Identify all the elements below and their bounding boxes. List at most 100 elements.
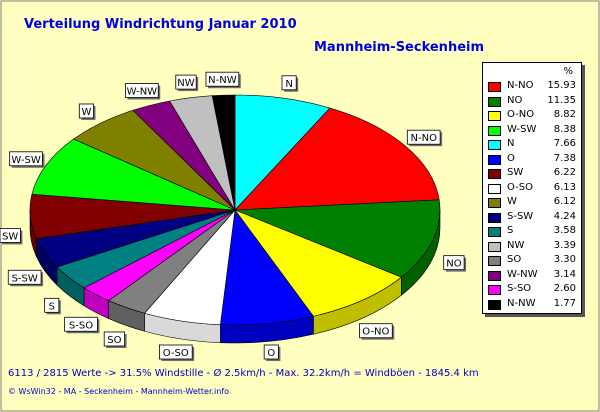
legend-item-w-nw: W-NW 3.14 (488, 269, 578, 283)
legend-label: SO (507, 254, 522, 265)
slice-label-s-so: S-SO (64, 316, 100, 334)
legend-swatch (488, 82, 501, 92)
slice-label-s: S (44, 297, 61, 315)
legend-value: 7.38 (553, 152, 576, 164)
legend-swatch (488, 241, 501, 252)
legend-item-n: N 7.66 (488, 138, 578, 152)
legend-value: 6.13 (553, 181, 576, 193)
slice-label-o-no: O-NO (359, 323, 395, 340)
pie-slice-o-no (234, 209, 402, 317)
slice-label-text: N-NO (411, 133, 438, 144)
legend-label: W (507, 196, 517, 207)
pie-slice-no (234, 199, 441, 278)
legend-swatch (488, 183, 501, 194)
legend-value: 3.14 (553, 268, 576, 280)
slice-label-o-so: O-SO (158, 344, 195, 361)
slice-label-text: O-SO (163, 348, 189, 359)
legend-label: N-NW (507, 297, 536, 309)
legend-item-s: S 3.58 (488, 225, 578, 239)
legend-swatch (488, 285, 501, 295)
legend-item-n-no: N-NO 15.93 (488, 80, 578, 94)
legend-swatch (488, 212, 501, 223)
legend-item-o: O 7.38 (488, 153, 578, 167)
legend-swatch (488, 227, 501, 237)
legend-value: 4.24 (553, 210, 576, 222)
legend-swatch (488, 256, 501, 266)
slice-label-text: N-NW (208, 75, 237, 86)
pie-slice-n-no (234, 107, 440, 211)
legend-value: 15.93 (547, 80, 576, 91)
slice-label-text: S (49, 301, 55, 312)
pie-slice-n (234, 94, 331, 211)
legend-item-s-sw: S-SW 4.24 (488, 211, 578, 225)
legend-swatch (488, 111, 501, 121)
legend-item-nw: NW 3.39 (488, 240, 578, 254)
legend-value: 8.82 (553, 109, 576, 120)
legend-label: NO (507, 94, 523, 106)
legend-value: 6.22 (553, 167, 576, 178)
legend-label: W-SW (507, 123, 537, 135)
slice-label-text: W-NW (127, 87, 158, 98)
legend-label: W-NW (507, 268, 538, 280)
legend-label: O-SO (507, 181, 533, 193)
slice-label-text: NO (446, 259, 461, 270)
legend-item-sw: SW 6.22 (488, 167, 578, 181)
legend-item-w-sw: W-SW 8.38 (488, 124, 578, 138)
legend-label: N (507, 138, 515, 149)
legend-label: O (507, 152, 515, 164)
legend-value: 3.39 (553, 239, 576, 251)
slice-label-text: W (81, 107, 91, 118)
slice-label-nw: NW (175, 74, 199, 92)
legend-swatch (488, 125, 501, 136)
slice-label-text: S-SO (69, 320, 93, 331)
slice-label-text: SO (107, 335, 121, 346)
slice-label-text: W-SW (11, 155, 40, 166)
legend-swatch (488, 140, 501, 150)
slice-label-n: N (281, 75, 299, 92)
legend-label: S (507, 225, 514, 236)
legend-value: 7.66 (553, 138, 576, 149)
legend-value: 2.60 (553, 283, 576, 294)
legend-swatch (488, 169, 501, 179)
stats-line: 6113 / 2815 Werte -> 31.5% Windstille - … (8, 368, 479, 379)
pie-slices (29, 94, 441, 326)
legend-label: S-SO (507, 283, 532, 294)
legend-item-n-nw: N-NW 1.77 (488, 298, 578, 312)
legend-value: 6.12 (553, 196, 576, 207)
slice-label-text: O (267, 348, 275, 359)
legend-swatch (488, 96, 501, 107)
footer-line: © WsWin32 - MA - Seckenheim - Mannheim-W… (8, 387, 230, 396)
legend-swatch (488, 154, 501, 165)
legend-swatch (488, 270, 501, 281)
slice-label-o: O (263, 344, 281, 361)
slice-label-so: SO (103, 331, 127, 348)
legend-value: 3.30 (553, 254, 576, 265)
slice-label-w-nw: W-NW (125, 83, 161, 100)
legend-swatch (488, 299, 501, 310)
pie-labels: N N-NO NO O-NO O O-SO SO S-SO S S-SW SW W-SW W W-NW NW… (0, 71, 467, 361)
legend-label: S-SW (507, 210, 534, 222)
legend-value: 1.77 (553, 297, 576, 309)
pie-slice-w-sw (31, 138, 236, 211)
slice-label-text: NW (177, 78, 194, 89)
legend-item-s-so: S-SO 2.60 (488, 283, 578, 297)
slice-label-n-nw: N-NW (205, 71, 241, 89)
pie-slice-n-nw (211, 94, 236, 211)
slice-label-n-no: N-NO (406, 129, 443, 147)
legend-swatch (488, 198, 501, 208)
legend-unit: % (563, 66, 573, 77)
slice-label-sw: SW (0, 228, 23, 245)
chart-title: Verteilung Windrichtung Januar 2010 (24, 17, 297, 32)
legend-label: O-NO (507, 109, 535, 120)
legend: % N-NO 15.93 NO 11.35 O-NO 8.82 W-SW 8.38 N 7.66 O… (482, 62, 582, 314)
legend-item-w: W 6.12 (488, 196, 578, 210)
legend-item-o-no: O-NO 8.82 (488, 109, 578, 123)
slice-label-w-sw: W-SW (9, 151, 45, 168)
legend-label: N-NO (507, 80, 534, 91)
slice-label-text: SW (2, 231, 18, 242)
slice-label-s-sw: S-SW (7, 269, 44, 287)
legend-value: 8.38 (553, 123, 576, 135)
legend-value: 3.58 (553, 225, 576, 236)
